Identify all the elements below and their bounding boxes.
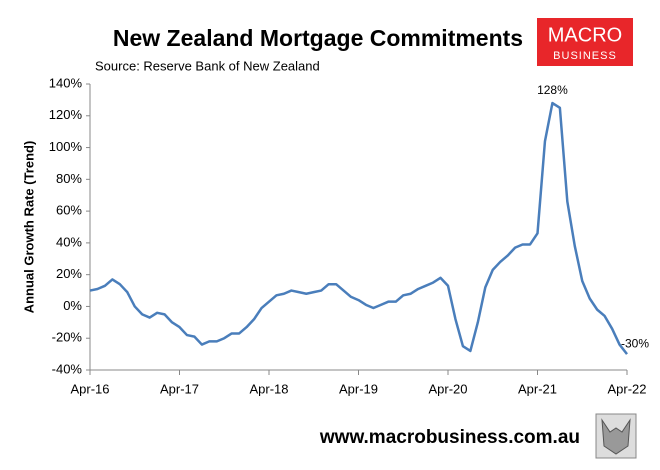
y-tick-label: 80% xyxy=(56,171,82,186)
data-label: 128% xyxy=(537,83,568,97)
logo-box xyxy=(537,18,633,66)
y-tick-label: 20% xyxy=(56,266,82,281)
data-label: -30% xyxy=(621,336,649,350)
wolf-icon xyxy=(601,418,631,455)
x-tick-label: Apr-16 xyxy=(70,381,109,396)
y-axis-title: Annual Growth Rate (Trend) xyxy=(21,141,36,314)
x-tick-label: Apr-18 xyxy=(249,381,288,396)
y-tick-label: 100% xyxy=(49,139,83,154)
y-tick-label: 0% xyxy=(63,298,82,313)
y-tick-label: 40% xyxy=(56,234,82,249)
x-tick-label: Apr-17 xyxy=(160,381,199,396)
line xyxy=(89,101,628,355)
chart-title: New Zealand Mortgage Commitments xyxy=(113,25,523,51)
y-tick-label: -40% xyxy=(52,361,83,376)
y-tick-label: -20% xyxy=(52,330,83,345)
footer: www.macrobusiness.com.au xyxy=(319,427,580,448)
chart-subtitle: Source: Reserve Bank of New Zealand xyxy=(95,58,320,73)
x-tick-label: Apr-21 xyxy=(518,381,557,396)
x-tick-label: Apr-20 xyxy=(428,381,467,396)
y-tick-label: 120% xyxy=(49,107,83,122)
y-tick-label: 140% xyxy=(49,75,83,90)
logo-text: MACRO xyxy=(548,24,622,46)
y-tick-label: 60% xyxy=(56,203,82,218)
logo-text: BUSINESS xyxy=(553,50,617,62)
x-tick-label: Apr-19 xyxy=(339,381,378,396)
x-tick-label: Apr-22 xyxy=(607,381,646,396)
